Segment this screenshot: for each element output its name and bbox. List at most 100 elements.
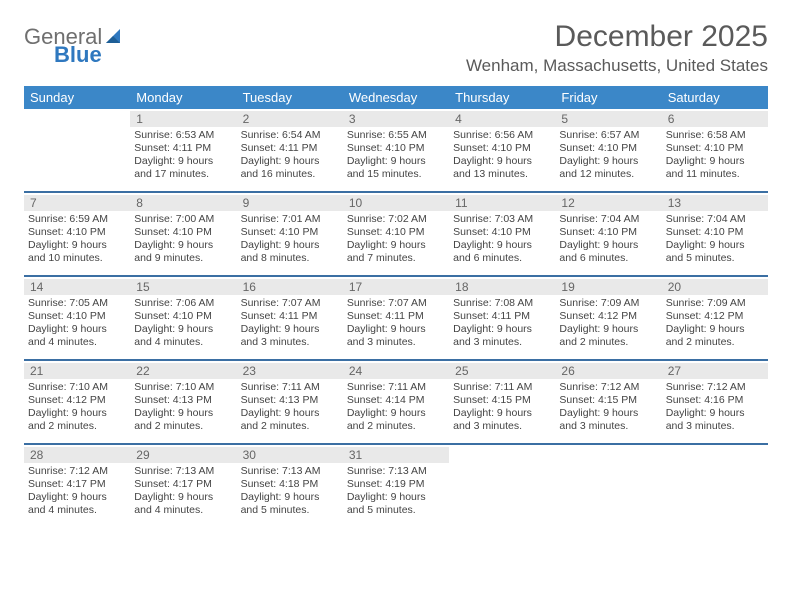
sunrise-text: Sunrise: 7:11 AM — [347, 381, 445, 394]
day-cell: 20Sunrise: 7:09 AMSunset: 4:12 PMDayligh… — [662, 277, 768, 359]
daylight-text: and 7 minutes. — [347, 252, 445, 265]
day-cell: 26Sunrise: 7:12 AMSunset: 4:15 PMDayligh… — [555, 361, 661, 443]
daylight-text: Daylight: 9 hours — [134, 239, 232, 252]
day-number: 14 — [24, 279, 130, 295]
daylight-text: and 3 minutes. — [241, 336, 339, 349]
day-cell: 21Sunrise: 7:10 AMSunset: 4:12 PMDayligh… — [24, 361, 130, 443]
daylight-text: Daylight: 9 hours — [453, 155, 551, 168]
day-cell — [662, 445, 768, 527]
daylight-text: and 10 minutes. — [28, 252, 126, 265]
day-cell: 30Sunrise: 7:13 AMSunset: 4:18 PMDayligh… — [237, 445, 343, 527]
sunset-text: Sunset: 4:10 PM — [453, 142, 551, 155]
sunset-text: Sunset: 4:10 PM — [134, 226, 232, 239]
daylight-text: and 2 minutes. — [28, 420, 126, 433]
sunset-text: Sunset: 4:19 PM — [347, 478, 445, 491]
daylight-text: Daylight: 9 hours — [28, 407, 126, 420]
day-number: 21 — [24, 363, 130, 379]
sunset-text: Sunset: 4:12 PM — [28, 394, 126, 407]
day-number — [449, 447, 555, 449]
sunset-text: Sunset: 4:17 PM — [134, 478, 232, 491]
logo-sail-icon — [104, 27, 124, 47]
day-cell: 3Sunrise: 6:55 AMSunset: 4:10 PMDaylight… — [343, 109, 449, 191]
day-number: 28 — [24, 447, 130, 463]
calendar: Sunday Monday Tuesday Wednesday Thursday… — [24, 86, 768, 527]
daylight-text: Daylight: 9 hours — [666, 155, 764, 168]
daylight-text: and 3 minutes. — [666, 420, 764, 433]
sunset-text: Sunset: 4:15 PM — [453, 394, 551, 407]
daylight-text: and 4 minutes. — [134, 336, 232, 349]
day-cell: 8Sunrise: 7:00 AMSunset: 4:10 PMDaylight… — [130, 193, 236, 275]
day-cell: 7Sunrise: 6:59 AMSunset: 4:10 PMDaylight… — [24, 193, 130, 275]
sunrise-text: Sunrise: 7:09 AM — [559, 297, 657, 310]
day-number: 13 — [662, 195, 768, 211]
daylight-text: Daylight: 9 hours — [134, 155, 232, 168]
day-number — [24, 111, 130, 113]
sunrise-text: Sunrise: 7:04 AM — [666, 213, 764, 226]
sunset-text: Sunset: 4:10 PM — [28, 310, 126, 323]
daylight-text: Daylight: 9 hours — [666, 239, 764, 252]
sunrise-text: Sunrise: 7:08 AM — [453, 297, 551, 310]
daylight-text: and 5 minutes. — [241, 504, 339, 517]
day-cell: 16Sunrise: 7:07 AMSunset: 4:11 PMDayligh… — [237, 277, 343, 359]
sunset-text: Sunset: 4:14 PM — [347, 394, 445, 407]
day-cell: 10Sunrise: 7:02 AMSunset: 4:10 PMDayligh… — [343, 193, 449, 275]
day-header: Wednesday — [343, 86, 449, 109]
day-cell: 25Sunrise: 7:11 AMSunset: 4:15 PMDayligh… — [449, 361, 555, 443]
day-header: Sunday — [24, 86, 130, 109]
sunrise-text: Sunrise: 7:11 AM — [241, 381, 339, 394]
sunset-text: Sunset: 4:11 PM — [453, 310, 551, 323]
sunset-text: Sunset: 4:11 PM — [134, 142, 232, 155]
sunset-text: Sunset: 4:11 PM — [241, 142, 339, 155]
sunrise-text: Sunrise: 7:03 AM — [453, 213, 551, 226]
day-number: 6 — [662, 111, 768, 127]
daylight-text: Daylight: 9 hours — [134, 407, 232, 420]
day-number: 27 — [662, 363, 768, 379]
day-number: 10 — [343, 195, 449, 211]
daylight-text: Daylight: 9 hours — [347, 407, 445, 420]
day-cell — [555, 445, 661, 527]
daylight-text: Daylight: 9 hours — [28, 323, 126, 336]
day-number: 26 — [555, 363, 661, 379]
daylight-text: and 15 minutes. — [347, 168, 445, 181]
day-cell: 17Sunrise: 7:07 AMSunset: 4:11 PMDayligh… — [343, 277, 449, 359]
daylight-text: Daylight: 9 hours — [241, 323, 339, 336]
day-cell: 31Sunrise: 7:13 AMSunset: 4:19 PMDayligh… — [343, 445, 449, 527]
sunrise-text: Sunrise: 6:59 AM — [28, 213, 126, 226]
daylight-text: and 2 minutes. — [666, 336, 764, 349]
sunrise-text: Sunrise: 6:57 AM — [559, 129, 657, 142]
sunset-text: Sunset: 4:10 PM — [453, 226, 551, 239]
daylight-text: and 4 minutes. — [28, 504, 126, 517]
sunset-text: Sunset: 4:10 PM — [666, 142, 764, 155]
day-header: Saturday — [662, 86, 768, 109]
day-cell — [24, 109, 130, 191]
day-cell: 27Sunrise: 7:12 AMSunset: 4:16 PMDayligh… — [662, 361, 768, 443]
daylight-text: Daylight: 9 hours — [347, 323, 445, 336]
day-cell: 9Sunrise: 7:01 AMSunset: 4:10 PMDaylight… — [237, 193, 343, 275]
day-number: 16 — [237, 279, 343, 295]
day-cell: 1Sunrise: 6:53 AMSunset: 4:11 PMDaylight… — [130, 109, 236, 191]
daylight-text: and 3 minutes. — [453, 336, 551, 349]
day-number: 4 — [449, 111, 555, 127]
day-number: 23 — [237, 363, 343, 379]
daylight-text: and 3 minutes. — [559, 420, 657, 433]
sunrise-text: Sunrise: 6:53 AM — [134, 129, 232, 142]
day-number: 12 — [555, 195, 661, 211]
sunrise-text: Sunrise: 6:58 AM — [666, 129, 764, 142]
week-row: 14Sunrise: 7:05 AMSunset: 4:10 PMDayligh… — [24, 275, 768, 359]
daylight-text: Daylight: 9 hours — [666, 323, 764, 336]
month-title: December 2025 — [466, 20, 768, 54]
sunrise-text: Sunrise: 7:00 AM — [134, 213, 232, 226]
day-header: Tuesday — [237, 86, 343, 109]
day-number — [555, 447, 661, 449]
day-cell: 23Sunrise: 7:11 AMSunset: 4:13 PMDayligh… — [237, 361, 343, 443]
daylight-text: Daylight: 9 hours — [134, 323, 232, 336]
weeks-container: 1Sunrise: 6:53 AMSunset: 4:11 PMDaylight… — [24, 109, 768, 527]
day-number: 2 — [237, 111, 343, 127]
sunrise-text: Sunrise: 7:10 AM — [134, 381, 232, 394]
day-cell: 2Sunrise: 6:54 AMSunset: 4:11 PMDaylight… — [237, 109, 343, 191]
sunset-text: Sunset: 4:18 PM — [241, 478, 339, 491]
day-cell: 29Sunrise: 7:13 AMSunset: 4:17 PMDayligh… — [130, 445, 236, 527]
title-block: December 2025 Wenham, Massachusetts, Uni… — [466, 20, 768, 76]
daylight-text: and 11 minutes. — [666, 168, 764, 181]
day-number: 3 — [343, 111, 449, 127]
